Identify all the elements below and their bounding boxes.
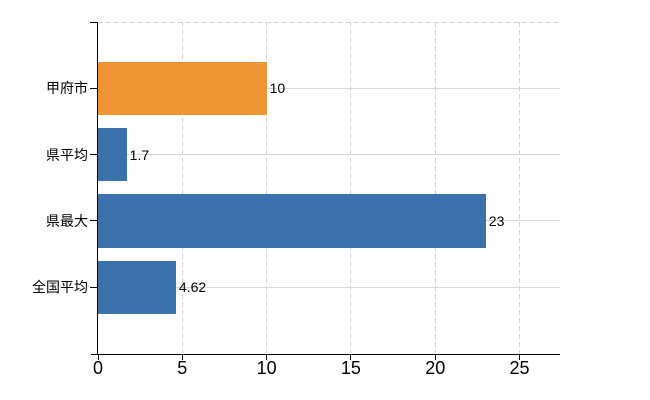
x-tick-label: 0 — [92, 358, 104, 378]
bar-value-label: 1.7 — [129, 146, 150, 163]
bar-value-label: 23 — [488, 212, 505, 229]
category-label: 県最大 — [46, 212, 88, 229]
category-label: 甲府市 — [46, 80, 88, 97]
y-axis-line — [96, 22, 98, 355]
x-axis-tick — [519, 355, 521, 360]
x-tick-label: 15 — [340, 358, 361, 378]
x-tick-label: 20 — [425, 358, 446, 378]
category-label: 全国平均 — [32, 279, 88, 296]
x-tick-label: 5 — [177, 358, 188, 378]
y-axis-tick — [90, 154, 97, 156]
y-axis-tick — [90, 220, 97, 222]
gridline-vertical — [266, 22, 268, 354]
category-label: 県平均 — [46, 146, 88, 163]
y-axis-tick — [90, 286, 97, 288]
x-tick-label: 10 — [256, 358, 277, 378]
gridline-horizontal — [98, 286, 560, 288]
bar-value-label: 10 — [269, 80, 286, 97]
bar — [98, 194, 486, 248]
bar-value-label: 4.62 — [178, 279, 207, 296]
gridline-vertical — [181, 22, 183, 354]
x-tick-label: 25 — [509, 358, 530, 378]
bar — [98, 260, 176, 314]
gridline-horizontal — [98, 87, 560, 89]
bar — [98, 61, 267, 115]
gridline-vertical — [350, 22, 352, 354]
y-axis-tick — [90, 22, 97, 23]
gridline-horizontal — [98, 154, 560, 156]
gridline-vertical — [519, 22, 521, 354]
x-axis-tick — [181, 355, 183, 360]
x-axis-tick — [350, 355, 352, 360]
plot-top-border — [98, 22, 560, 23]
x-axis-tick — [97, 355, 99, 360]
bar — [98, 127, 127, 182]
gridline-vertical — [434, 22, 436, 354]
y-axis-tick — [90, 87, 97, 89]
x-axis-line — [91, 353, 560, 355]
x-axis-tick — [266, 355, 268, 360]
x-axis-tick — [434, 355, 436, 360]
